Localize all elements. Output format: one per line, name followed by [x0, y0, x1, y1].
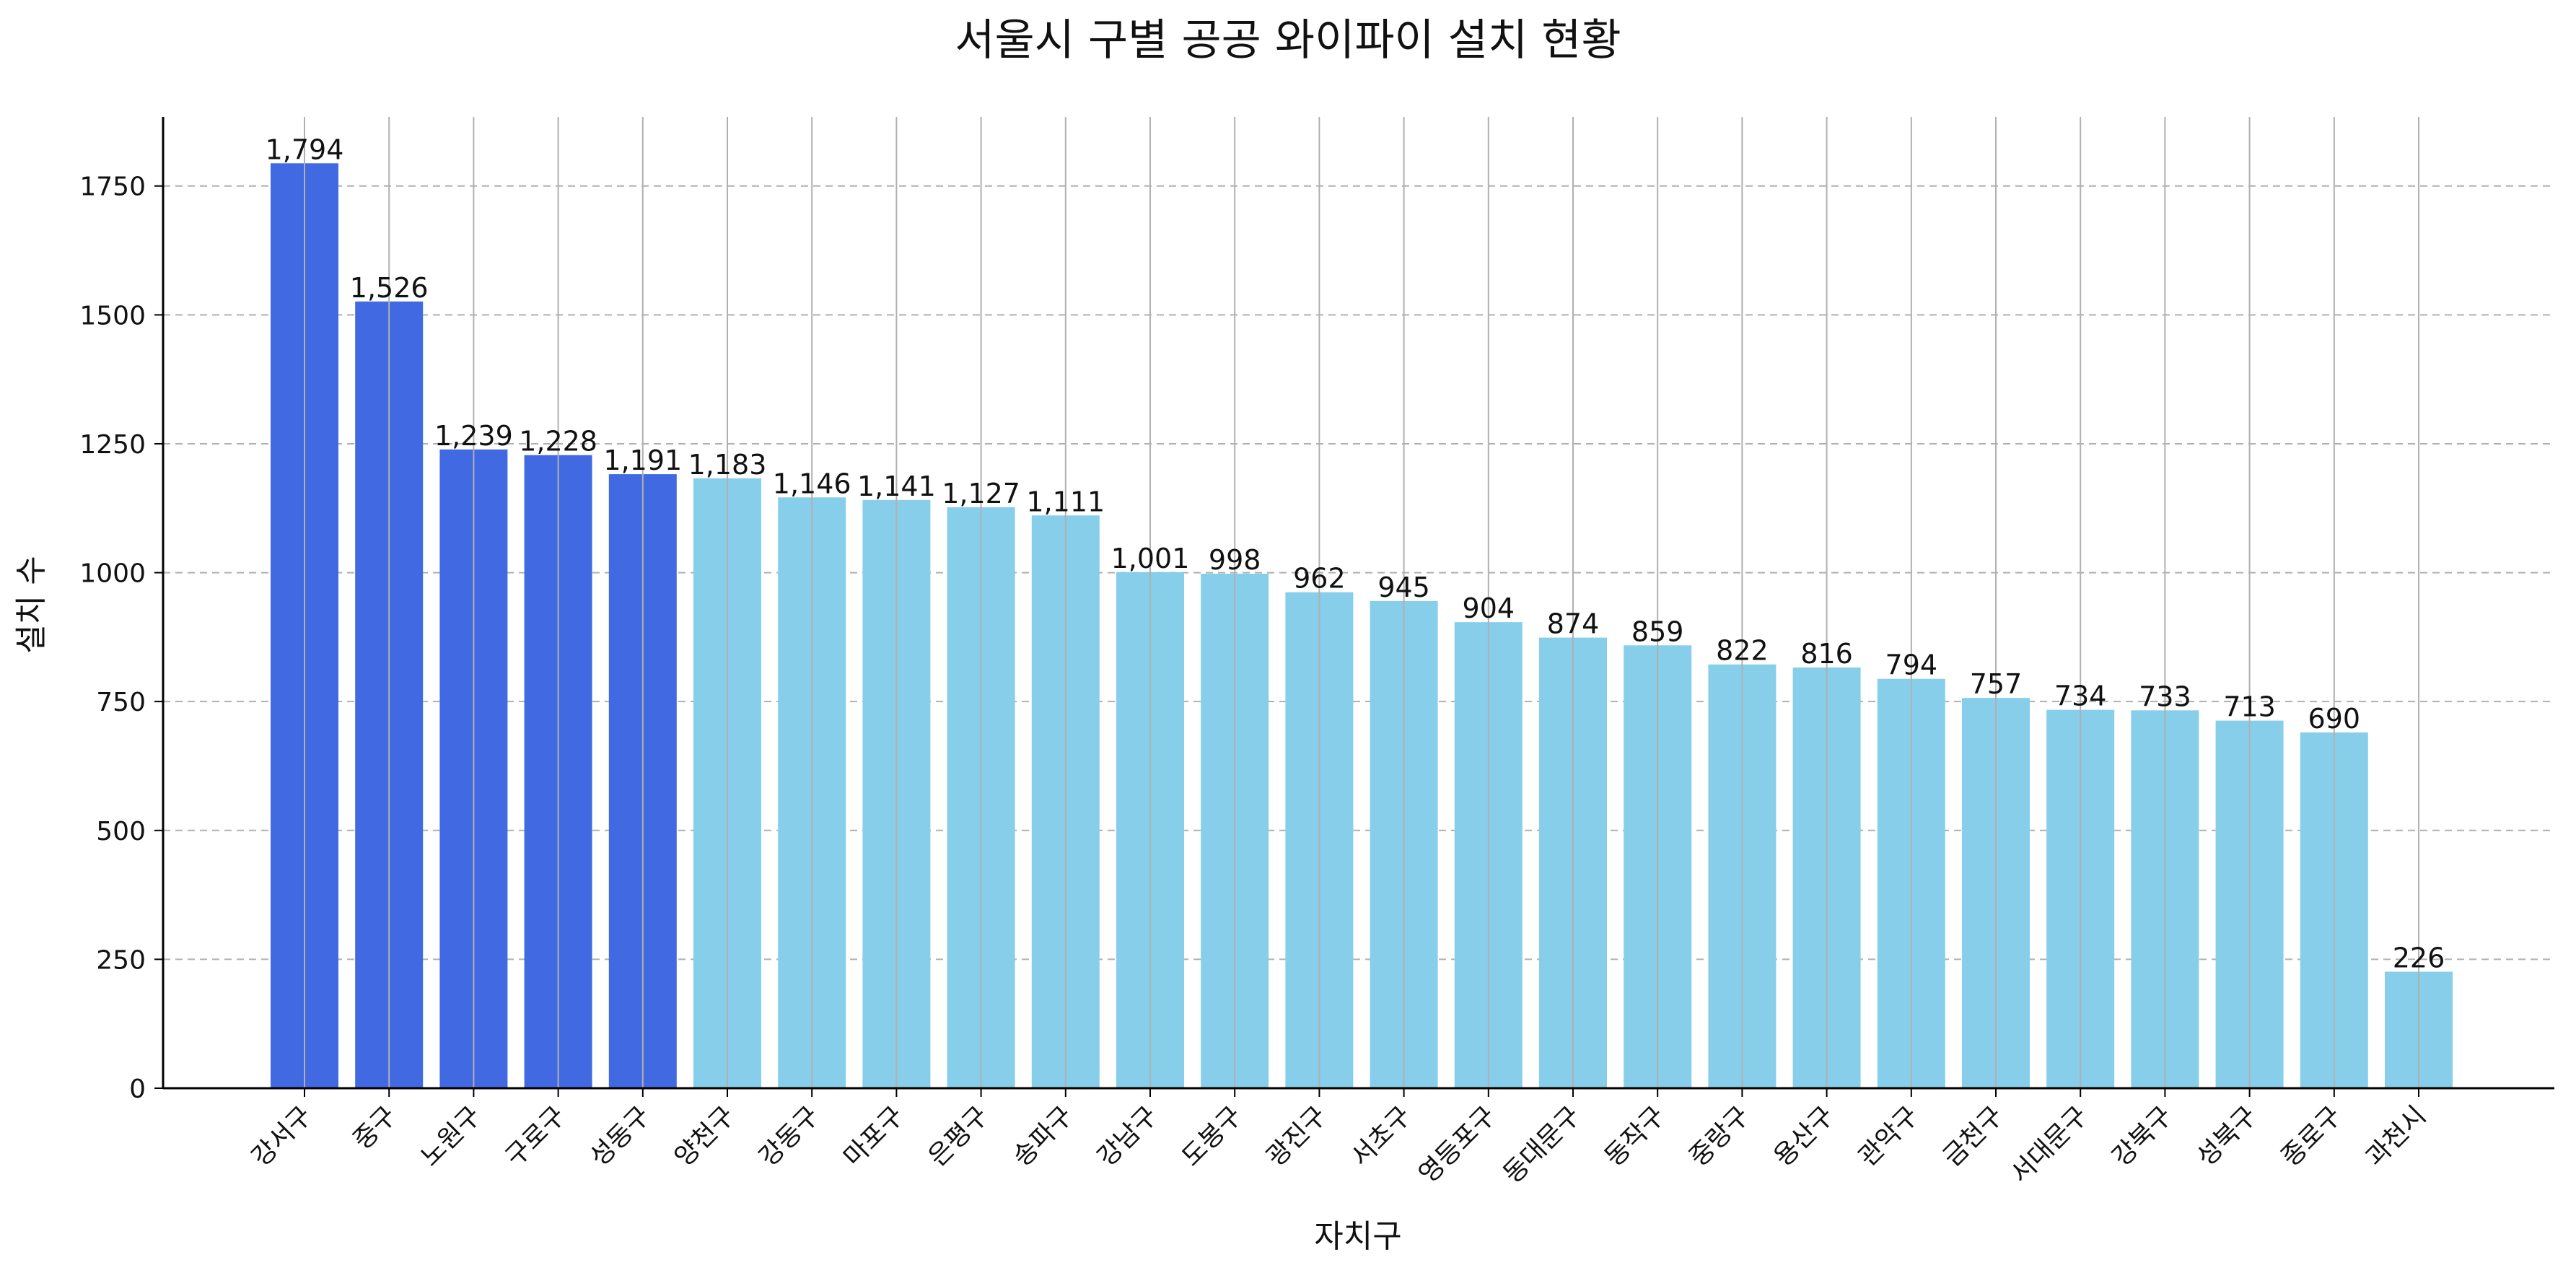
x-tick-label: 금천구: [1937, 1100, 2009, 1172]
data-label: 962: [1293, 563, 1346, 595]
data-label: 904: [1463, 592, 1515, 624]
data-label: 1,141: [857, 471, 936, 502]
y-tick-label: 0: [129, 1075, 146, 1104]
y-tick-label: 1500: [79, 301, 146, 331]
data-label: 757: [1970, 668, 2023, 700]
x-tick-label: 강북구: [2107, 1100, 2178, 1172]
data-label: 226: [2393, 942, 2445, 974]
x-tick-label: 은평구: [923, 1100, 994, 1172]
x-tick-label: 구로구: [500, 1100, 571, 1172]
y-tick-label: 1250: [79, 430, 146, 460]
x-tick-label: 용산구: [1769, 1100, 1840, 1172]
vertical-grid-layer: [304, 117, 2419, 1088]
y-tick-label: 1750: [79, 172, 146, 202]
x-tick-label: 강동구: [753, 1100, 825, 1172]
data-label: 713: [2223, 691, 2276, 723]
x-tick-label: 성북구: [2191, 1100, 2263, 1172]
x-tick-label: 중구: [348, 1100, 403, 1155]
x-tick-label: 동작구: [1599, 1100, 1670, 1172]
data-label: 816: [1800, 638, 1853, 670]
x-axis-label: 자치구: [1314, 1218, 1401, 1255]
data-label: 733: [2139, 680, 2191, 712]
x-tick-label: 양천구: [669, 1100, 740, 1172]
data-label: 998: [1209, 544, 1261, 576]
x-tick-label: 관악구: [1853, 1100, 1924, 1172]
y-tick-label: 750: [96, 688, 146, 717]
x-tick-label: 도봉구: [1176, 1100, 1248, 1172]
axes-layer: [162, 117, 2554, 1090]
bars-layer: [271, 163, 2453, 1089]
y-tick-label: 1000: [79, 559, 146, 589]
x-tick-label: 강서구: [246, 1100, 317, 1172]
y-axis-label: 설치 수: [13, 556, 50, 653]
y-tick-label: 500: [96, 817, 146, 846]
x-ticks-layer: 강서구 중구 노원구 구로구 성동구 양천구 강동구 마포구 은평구 송파구 강남구 도봉구 광진구 서초…: [246, 1088, 2432, 1189]
data-label: 1,228: [519, 426, 597, 458]
y-tick-label: 250: [96, 945, 146, 975]
data-label: 1,001: [1111, 543, 1190, 574]
data-label: 1,183: [688, 449, 767, 481]
x-tick-label: 영등포구: [1413, 1100, 1502, 1189]
chart-title: 서울시 구별 공공 와이파이 설치 현황: [955, 15, 1621, 66]
data-label: 874: [1547, 608, 1600, 640]
data-label: 945: [1377, 572, 1430, 603]
x-tick-label: 과천시: [2360, 1100, 2432, 1172]
data-label: 1,239: [434, 420, 513, 452]
y-ticks-layer: 0 250 500 750 1000 1250 1500 1750: [79, 172, 163, 1104]
x-tick-label: 서초구: [1346, 1100, 1417, 1172]
data-label: 734: [2054, 680, 2107, 712]
data-label: 822: [1716, 635, 1769, 667]
x-tick-label: 노원구: [416, 1100, 487, 1172]
data-label: 1,191: [603, 445, 682, 476]
x-tick-label: 중랑구: [1684, 1100, 1756, 1172]
data-label: 1,794: [266, 134, 344, 165]
data-label: 859: [1631, 616, 1684, 647]
x-tick-label: 종로구: [2276, 1100, 2347, 1172]
x-tick-label: 서대문구: [2005, 1100, 2094, 1189]
data-label: 1,127: [942, 478, 1020, 509]
data-label: 794: [1885, 649, 1938, 681]
x-tick-label: 성동구: [584, 1100, 656, 1172]
x-tick-label: 마포구: [838, 1100, 910, 1172]
x-tick-label: 광진구: [1261, 1100, 1333, 1172]
data-label: 1,526: [350, 272, 429, 304]
x-tick-label: 동대문구: [1498, 1100, 1587, 1189]
data-label: 1,146: [773, 468, 851, 499]
x-tick-label: 송파구: [1007, 1100, 1079, 1172]
x-tick-label: 강남구: [1092, 1100, 1163, 1172]
data-label: 690: [2308, 703, 2361, 735]
data-label: 1,111: [1026, 486, 1105, 517]
